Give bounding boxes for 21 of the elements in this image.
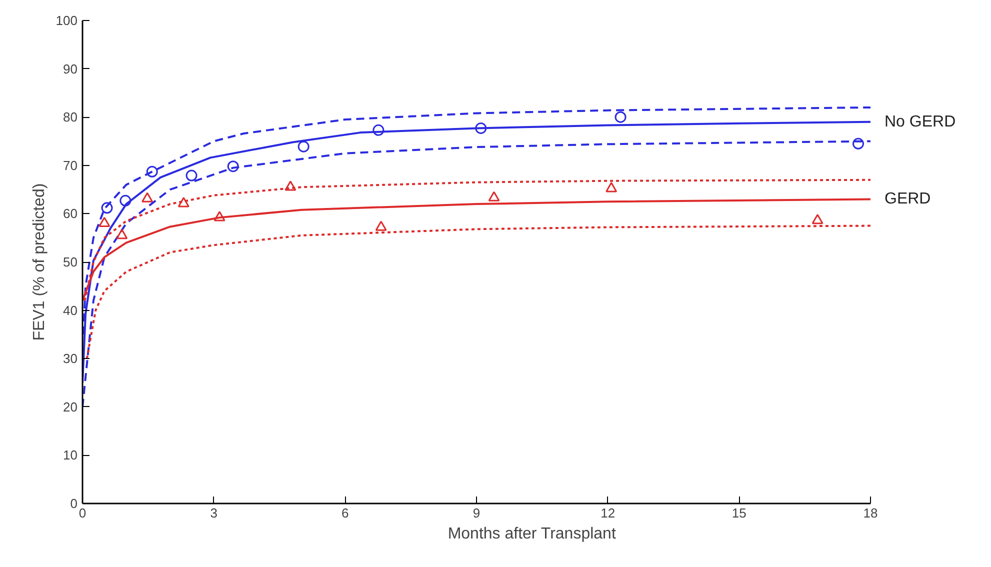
x-tick-label: 15 bbox=[732, 506, 746, 520]
y-tick-label: 100 bbox=[56, 13, 78, 28]
x-axis-title: Months after Transplant bbox=[448, 526, 616, 542]
x-tick-label: 6 bbox=[342, 506, 349, 520]
y-tick-label: 30 bbox=[63, 351, 78, 366]
y-tick-label: 50 bbox=[63, 254, 78, 270]
y-tick-label: 70 bbox=[63, 158, 78, 173]
x-tick-label: 9 bbox=[472, 506, 480, 520]
series-label: GERD bbox=[884, 190, 931, 208]
x-tick-label: 3 bbox=[210, 506, 218, 520]
y-tick-label: 80 bbox=[63, 110, 78, 125]
x-tick-label: 18 bbox=[863, 506, 878, 520]
x-tick-label: 12 bbox=[600, 506, 616, 520]
y-tick-label: 20 bbox=[63, 399, 78, 414]
y-tick-label: 40 bbox=[63, 302, 78, 318]
y-tick-label: 10 bbox=[63, 448, 78, 463]
y-tick-label: 0 bbox=[70, 496, 78, 511]
series-label: No GERD bbox=[884, 113, 956, 130]
y-tick-label: 90 bbox=[63, 61, 78, 76]
y-tick-label: 60 bbox=[63, 206, 78, 222]
y-axis-title: FEV1 (% of predicted) bbox=[30, 183, 48, 341]
